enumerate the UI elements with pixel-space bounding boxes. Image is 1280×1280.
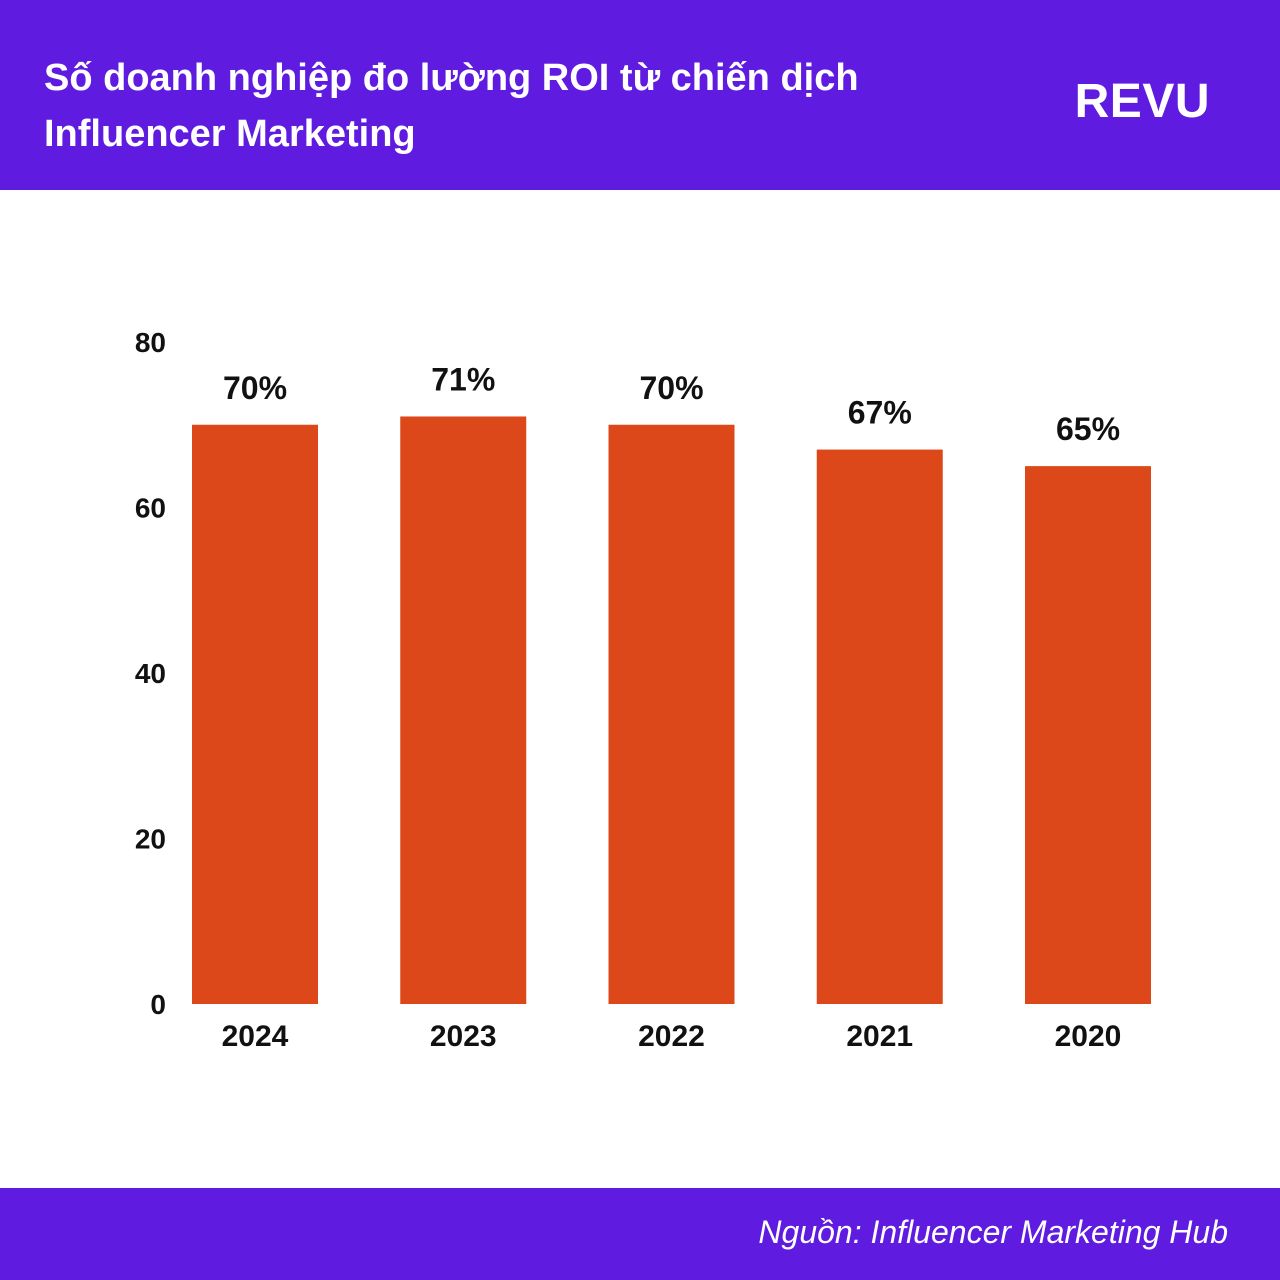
y-tick-label: 20 — [135, 824, 166, 855]
value-labels: 70% 71% 70% 67% 65% — [223, 361, 1120, 447]
x-tick-label-2023: 2023 — [430, 1020, 497, 1053]
bar-2020 — [1025, 466, 1151, 1004]
y-tick-label: 40 — [135, 658, 166, 689]
y-axis: 0 20 40 60 80 — [135, 327, 166, 1020]
y-tick-label: 0 — [150, 989, 166, 1020]
data-label-2023: 71% — [431, 361, 495, 397]
x-tick-label-2024: 2024 — [222, 1020, 289, 1053]
data-label-2024: 70% — [223, 370, 287, 406]
y-tick-label: 80 — [135, 327, 166, 358]
chart-title: Số doanh nghiệp đo lường ROI từ chiến dị… — [44, 57, 859, 155]
bar-2022 — [608, 424, 735, 1004]
header-banner: Số doanh nghiệp đo lường ROI từ chiến dị… — [0, 0, 1280, 190]
bar-series — [192, 416, 1151, 1005]
data-label-2021: 67% — [848, 395, 912, 431]
source-note: Nguồn: Influencer Marketing Hub — [758, 1214, 1228, 1250]
x-tick-label-2020: 2020 — [1055, 1020, 1122, 1053]
bar-2024 — [192, 424, 318, 1004]
bar-2021 — [816, 449, 943, 1004]
y-tick-label: 60 — [135, 493, 166, 524]
bar-2023 — [400, 416, 527, 1005]
data-label-2020: 65% — [1056, 411, 1120, 447]
x-tick-label-2022: 2022 — [638, 1020, 705, 1053]
footer-banner: Nguồn: Influencer Marketing Hub — [0, 1188, 1280, 1280]
brand-logo: REVU — [1074, 75, 1210, 128]
x-tick-label-2021: 2021 — [846, 1020, 913, 1053]
data-label-2022: 70% — [639, 370, 703, 406]
x-axis: 2024 2023 2022 2021 2020 — [222, 1020, 1122, 1053]
